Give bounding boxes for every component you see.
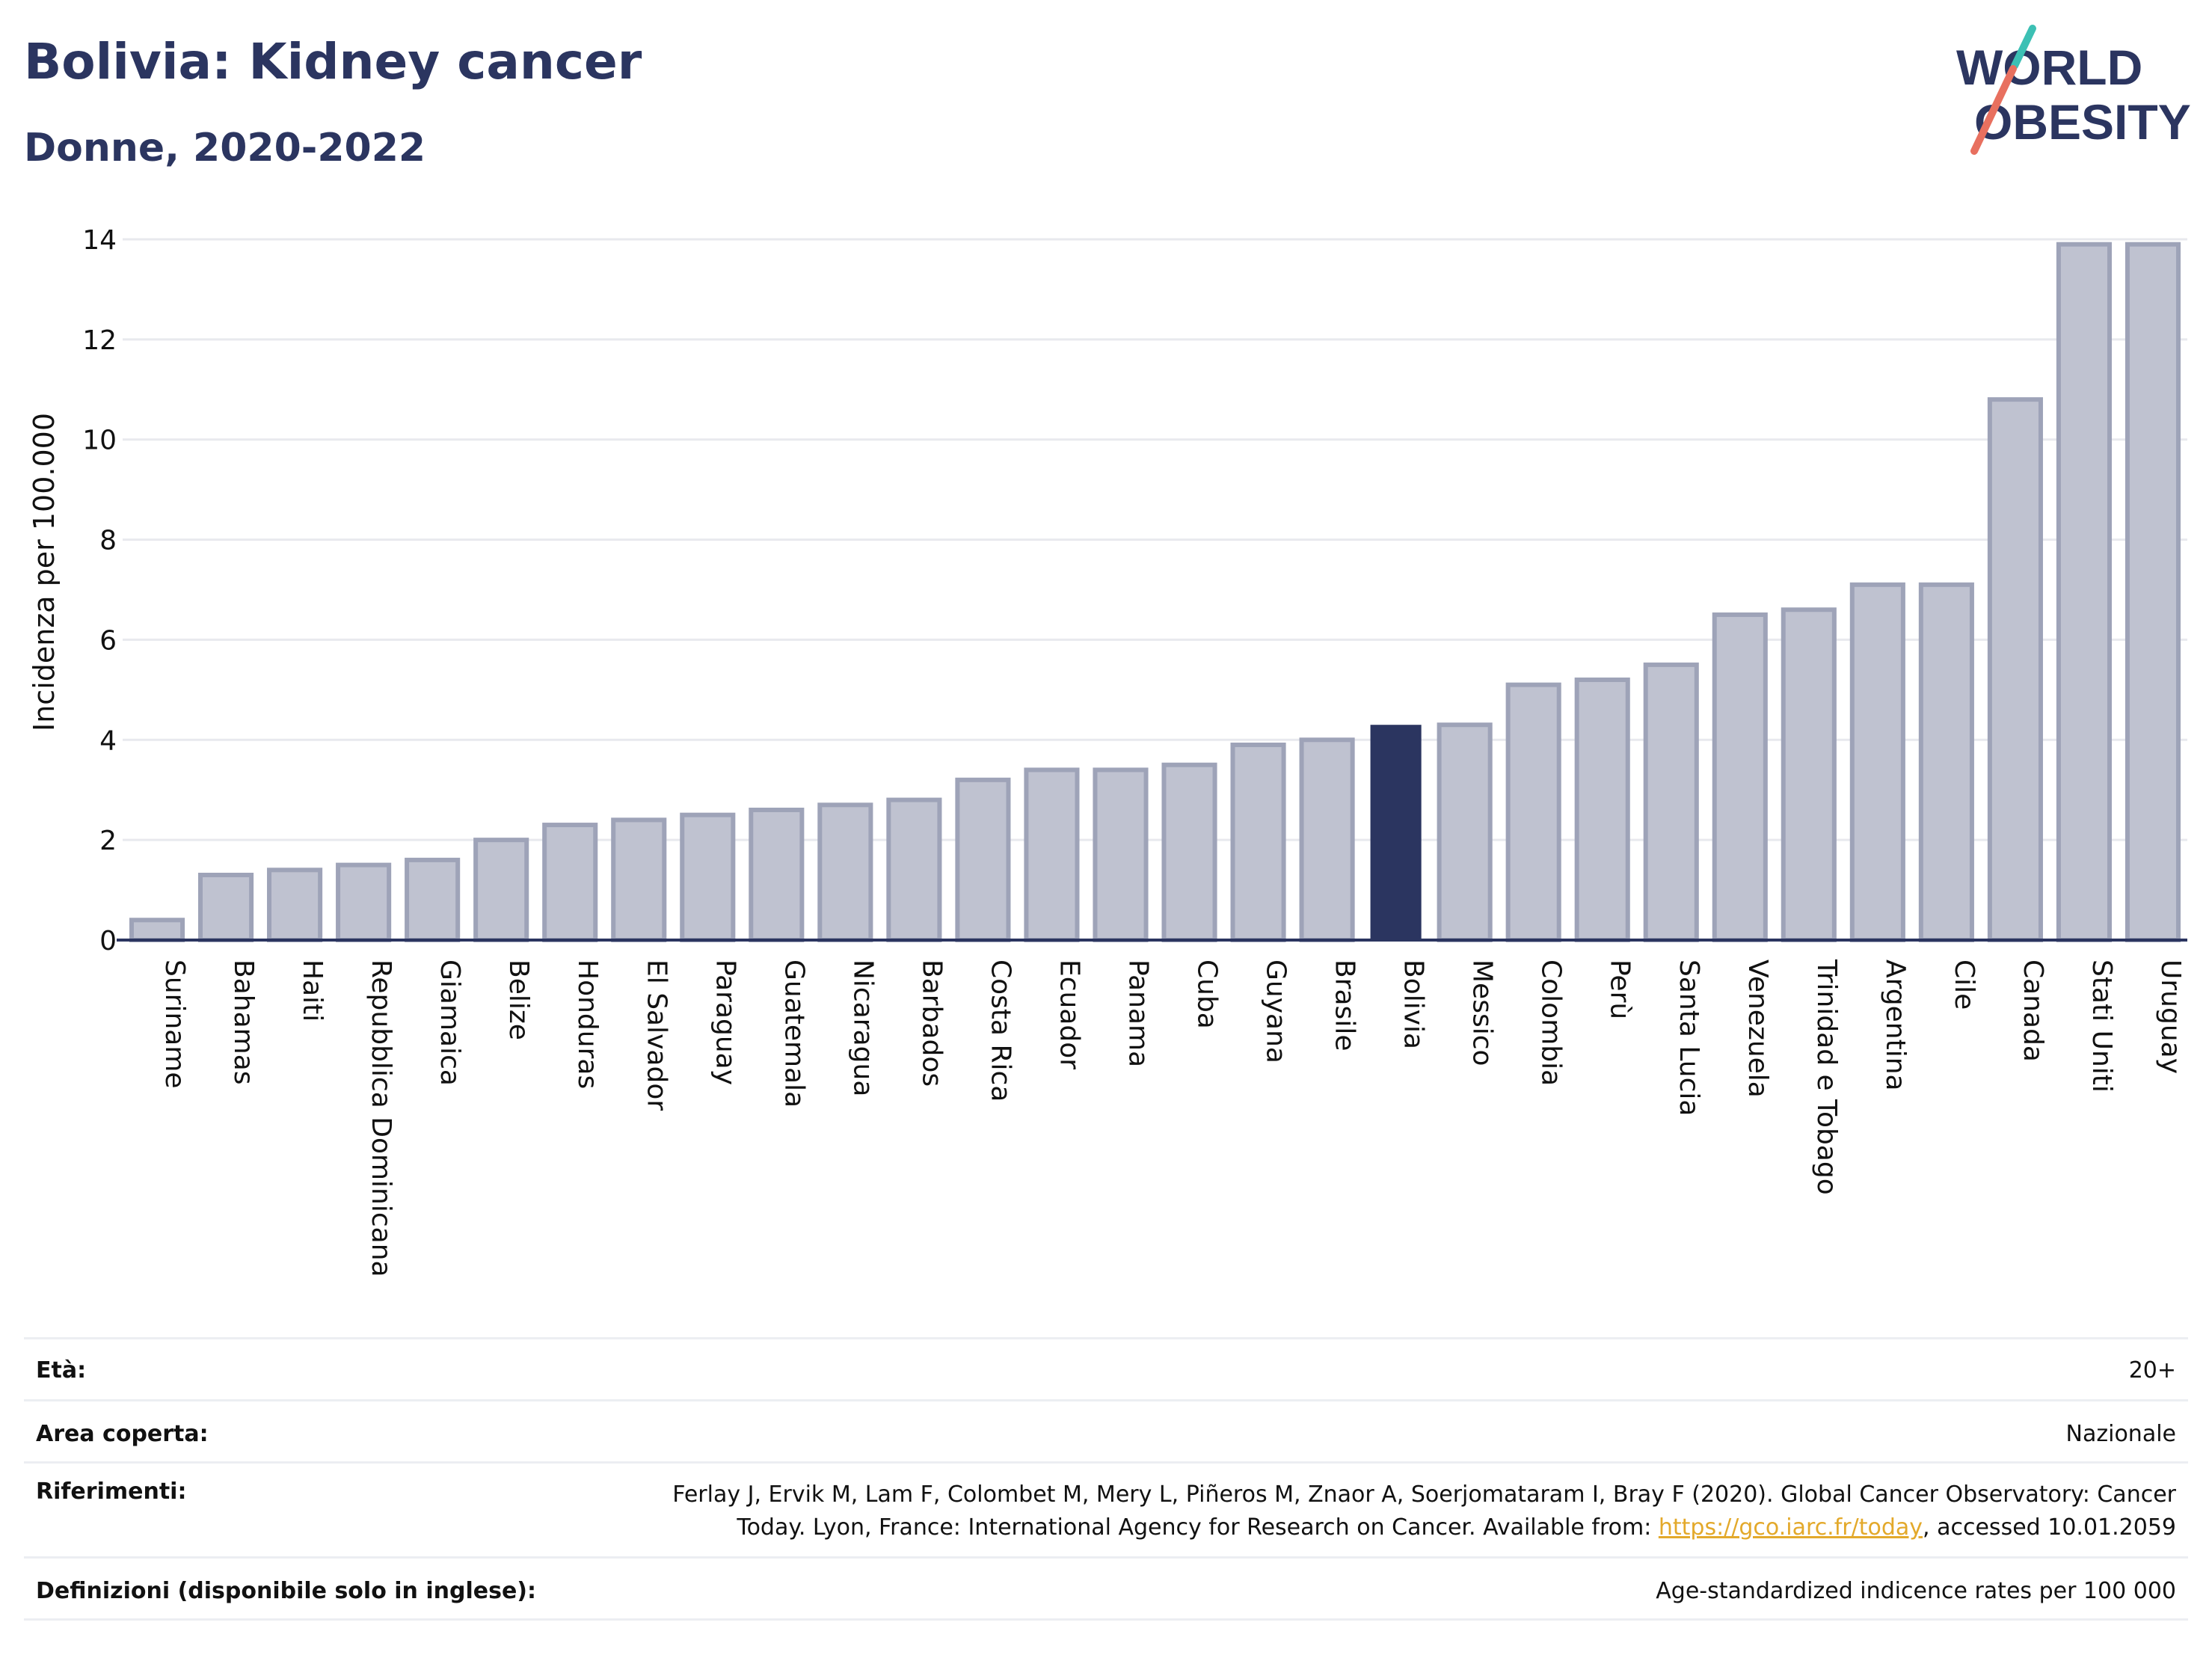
x-tick-label: Brasile: [1330, 959, 1360, 1051]
bar-colombia[interactable]: [1505, 682, 1561, 943]
references-label: Riferimenti:: [36, 1479, 187, 1505]
bar-barbados[interactable]: [886, 797, 942, 942]
bar-suriname[interactable]: [129, 918, 185, 942]
bar-honduras[interactable]: [542, 823, 598, 943]
bar-panama[interactable]: [1093, 767, 1149, 943]
definitions-label: Definizioni (disponibile solo in inglese…: [36, 1578, 536, 1604]
bar-messico[interactable]: [1437, 722, 1493, 942]
definitions-value: Age-standardized indicence rates per 100…: [1656, 1578, 2176, 1604]
x-tick-label: Trinidad e Tobago: [1811, 959, 1842, 1195]
bar-bahamas[interactable]: [197, 872, 254, 942]
x-tick-label: Colombia: [1536, 959, 1567, 1086]
y-tick-label: 14: [82, 225, 117, 256]
bar-bolivia[interactable]: [1370, 725, 1422, 940]
bar-chart: 0 2 4 6 8 10 12 14 Incidenza per 100.000 Surina…: [28, 225, 2187, 1277]
x-tick-label: Barbados: [916, 959, 947, 1087]
x-tick-label: Paraguay: [710, 959, 740, 1085]
x-tick-label: Guatemala: [778, 959, 809, 1108]
bar-cuba[interactable]: [1161, 762, 1217, 942]
y-tick-label: 4: [99, 725, 117, 756]
bar-costa-rica[interactable]: [955, 777, 1011, 943]
x-tick-label: Cuba: [1192, 959, 1223, 1029]
bar-giamaica[interactable]: [405, 857, 461, 943]
x-tick-label: Haiti: [297, 959, 328, 1022]
y-axis-ticks: 0 2 4 6 8 10 12 14: [82, 225, 117, 957]
bar-belize[interactable]: [473, 838, 529, 942]
x-tick-label: Santa Lucia: [1674, 959, 1704, 1116]
x-tick-label: Belize: [503, 959, 534, 1040]
info-table: Età: 20+ Area coperta: Nazionale Riferim…: [24, 1337, 2188, 1621]
x-tick-label: Suriname: [159, 959, 190, 1089]
x-tick-label: Costa Rica: [985, 959, 1016, 1102]
x-tick-label: Repubblica Dominicana: [366, 959, 396, 1277]
bar-trinidad-e-tobago[interactable]: [1781, 607, 1837, 942]
y-tick-label: 2: [99, 826, 117, 856]
references-line2: Today. Lyon, France: International Agenc…: [672, 1511, 2176, 1544]
logo-line1: WORLD: [1956, 40, 2142, 95]
x-tick-label: Perù: [1605, 959, 1635, 1019]
bar-guyana[interactable]: [1230, 742, 1286, 942]
bar-brasile[interactable]: [1299, 737, 1355, 942]
y-tick-label: 10: [82, 426, 117, 456]
area-value: Nazionale: [2065, 1421, 2176, 1447]
bar-canada[interactable]: [1987, 397, 2043, 942]
references-row: Riferimenti: Ferlay J, Ervik M, Lam F, C…: [24, 1461, 2188, 1556]
bar-el-salvador[interactable]: [611, 817, 667, 943]
logo-stripe-teal: [2011, 25, 2036, 70]
logo-line2: OBESITY: [1974, 94, 2191, 150]
bar-paraguay[interactable]: [680, 812, 736, 943]
references-line2-pre: Today. Lyon, France: International Agenc…: [737, 1514, 1659, 1541]
bar-argentina[interactable]: [1849, 582, 1905, 942]
world-obesity-logo: WORLD OBESITY: [1956, 25, 2191, 155]
x-tick-label: El Salvador: [641, 959, 672, 1111]
bar-per-[interactable]: [1574, 677, 1630, 942]
bars: [129, 242, 2181, 943]
bar-repubblica-dominicana[interactable]: [336, 862, 392, 943]
y-tick-label: 8: [99, 526, 117, 556]
bar-ecuador[interactable]: [1024, 767, 1080, 943]
age-label: Età:: [36, 1357, 87, 1384]
bar-stati-uniti[interactable]: [2056, 242, 2113, 942]
x-tick-label: Guyana: [1261, 959, 1291, 1063]
bar-cile[interactable]: [1918, 582, 1974, 942]
page-title: Bolivia: Kidney cancer: [24, 33, 642, 90]
references-link[interactable]: https://gco.iarc.fr/today: [1658, 1514, 1923, 1541]
y-axis-label: Incidenza per 100.000: [28, 413, 61, 731]
bar-uruguay[interactable]: [2125, 242, 2181, 942]
definitions-row: Definizioni (disponibile solo in inglese…: [24, 1556, 2188, 1621]
x-tick-label: Panama: [1122, 959, 1153, 1067]
references-line1: Ferlay J, Ervik M, Lam F, Colombet M, Me…: [672, 1481, 2176, 1508]
references-value: Ferlay J, Ervik M, Lam F, Colombet M, Me…: [672, 1479, 2176, 1544]
logo-stripe-coral: [1970, 65, 2017, 155]
bar-nicaragua[interactable]: [817, 802, 873, 942]
x-tick-label: Uruguay: [2155, 959, 2186, 1074]
bar-santa-lucia[interactable]: [1643, 662, 1699, 943]
x-tick-label: Bahamas: [228, 959, 259, 1085]
bar-venezuela[interactable]: [1712, 612, 1768, 942]
references-line2-post: , accessed 10.01.2059: [1923, 1514, 2176, 1541]
x-tick-label: Giamaica: [434, 959, 465, 1086]
x-tick-label: Venezuela: [1742, 959, 1773, 1098]
area-label: Area coperta:: [36, 1421, 209, 1447]
page-subtitle: Donne, 2020-2022: [24, 126, 426, 171]
x-tick-label: Cile: [1949, 959, 1979, 1010]
y-tick-label: 0: [99, 926, 117, 957]
x-tick-label: Ecuador: [1054, 959, 1084, 1069]
area-row: Area coperta: Nazionale: [24, 1399, 2188, 1461]
x-tick-label: Bolivia: [1398, 959, 1429, 1049]
x-tick-label: Argentina: [1880, 959, 1911, 1091]
gridlines: [123, 238, 2187, 841]
bar-haiti[interactable]: [267, 868, 323, 943]
age-row: Età: 20+: [24, 1337, 2188, 1399]
x-axis-ticks: Suriname Bahamas Haiti Repubblica Dominican…: [159, 959, 2186, 1277]
x-tick-label: Honduras: [572, 959, 603, 1089]
y-tick-label: 6: [99, 625, 117, 656]
x-tick-label: Canada: [2018, 959, 2048, 1062]
x-tick-label: Nicaragua: [847, 959, 878, 1096]
x-tick-label: Messico: [1467, 959, 1498, 1066]
x-tick-label: Stati Uniti: [2086, 959, 2117, 1093]
bar-guatemala[interactable]: [749, 807, 805, 942]
age-value: 20+: [2128, 1357, 2176, 1384]
y-tick-label: 12: [82, 325, 117, 356]
